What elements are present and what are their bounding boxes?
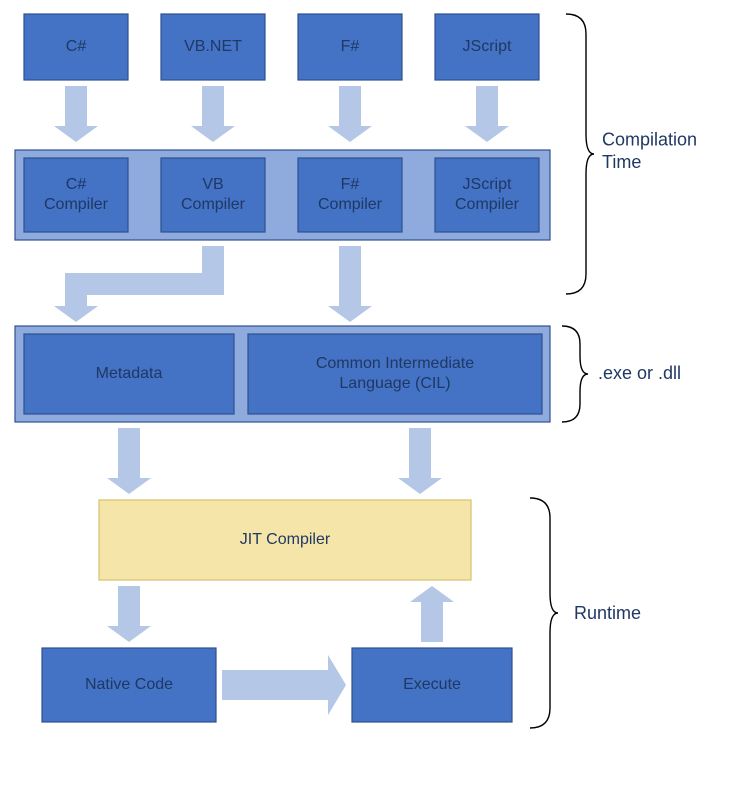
- brace-runtime-label: Runtime: [574, 603, 641, 623]
- lang1-label: C#: [66, 38, 87, 55]
- comp4-label-0: JScript: [463, 176, 512, 193]
- comp1: [24, 158, 128, 232]
- brace-compilation-label-0: Compilation: [602, 130, 697, 150]
- a-comp3-cil: [328, 246, 372, 322]
- a-metadata-jit: [107, 428, 151, 494]
- a-lang1-comp1: [54, 86, 98, 142]
- comp1-label-1: Compiler: [44, 196, 109, 213]
- comp4-label-1: Compiler: [455, 196, 520, 213]
- comp2-label-0: VB: [202, 176, 223, 193]
- brace-compilation: [566, 14, 594, 294]
- execute-label: Execute: [403, 676, 461, 693]
- lang4-label: JScript: [463, 38, 512, 55]
- comp3-label-1: Compiler: [318, 196, 383, 213]
- cil-label-1: Language (CIL): [339, 375, 450, 392]
- a-lang2-comp2: [191, 86, 235, 142]
- a-execute-jit: [410, 586, 454, 642]
- a-native-execute: [222, 655, 346, 715]
- brace-runtime: [530, 498, 558, 728]
- a-lang4-comp4: [465, 86, 509, 142]
- jit-label: JIT Compiler: [240, 531, 331, 548]
- cil: [248, 334, 542, 414]
- brace-assembly-label: .exe or .dll: [598, 363, 681, 383]
- a-jit-native: [107, 586, 151, 642]
- lang2-label: VB.NET: [184, 38, 242, 55]
- brace-compilation-label-1: Time: [602, 152, 641, 172]
- native-label: Native Code: [85, 676, 173, 693]
- lang3-label: F#: [341, 38, 360, 55]
- a-cil-jit: [398, 428, 442, 494]
- comp2-label-1: Compiler: [181, 196, 246, 213]
- comp3-label-0: F#: [341, 176, 360, 193]
- metadata-label: Metadata: [96, 365, 163, 382]
- a-comp12-metadata: [54, 246, 224, 322]
- brace-assembly: [562, 326, 588, 422]
- comp2: [161, 158, 265, 232]
- cil-label-0: Common Intermediate: [316, 355, 474, 372]
- comp1-label-0: C#: [66, 176, 87, 193]
- a-lang3-comp3: [328, 86, 372, 142]
- comp3: [298, 158, 402, 232]
- comp4: [435, 158, 539, 232]
